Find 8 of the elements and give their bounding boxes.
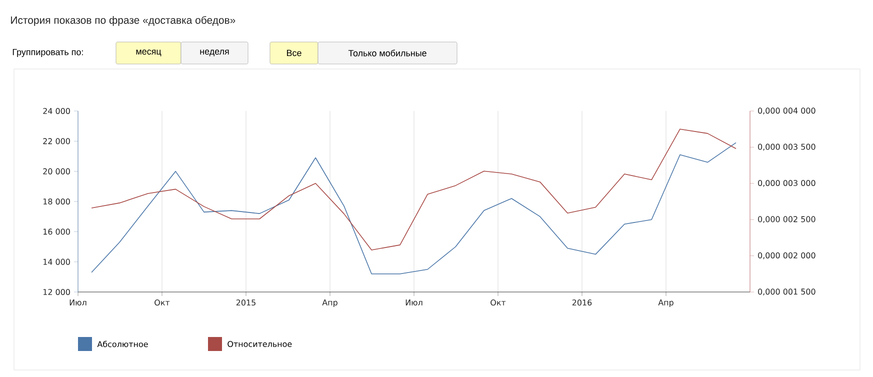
chart-title: История показов по фразе «доставка обедов»	[11, 16, 236, 26]
line-series	[91, 142, 736, 274]
text: неделя	[200, 50, 229, 56]
text: Все	[287, 50, 302, 56]
text: Только мобильные	[348, 50, 426, 56]
line-series	[91, 128, 736, 250]
text: месяц	[136, 50, 162, 56]
text: Группировать по:	[12, 48, 83, 58]
